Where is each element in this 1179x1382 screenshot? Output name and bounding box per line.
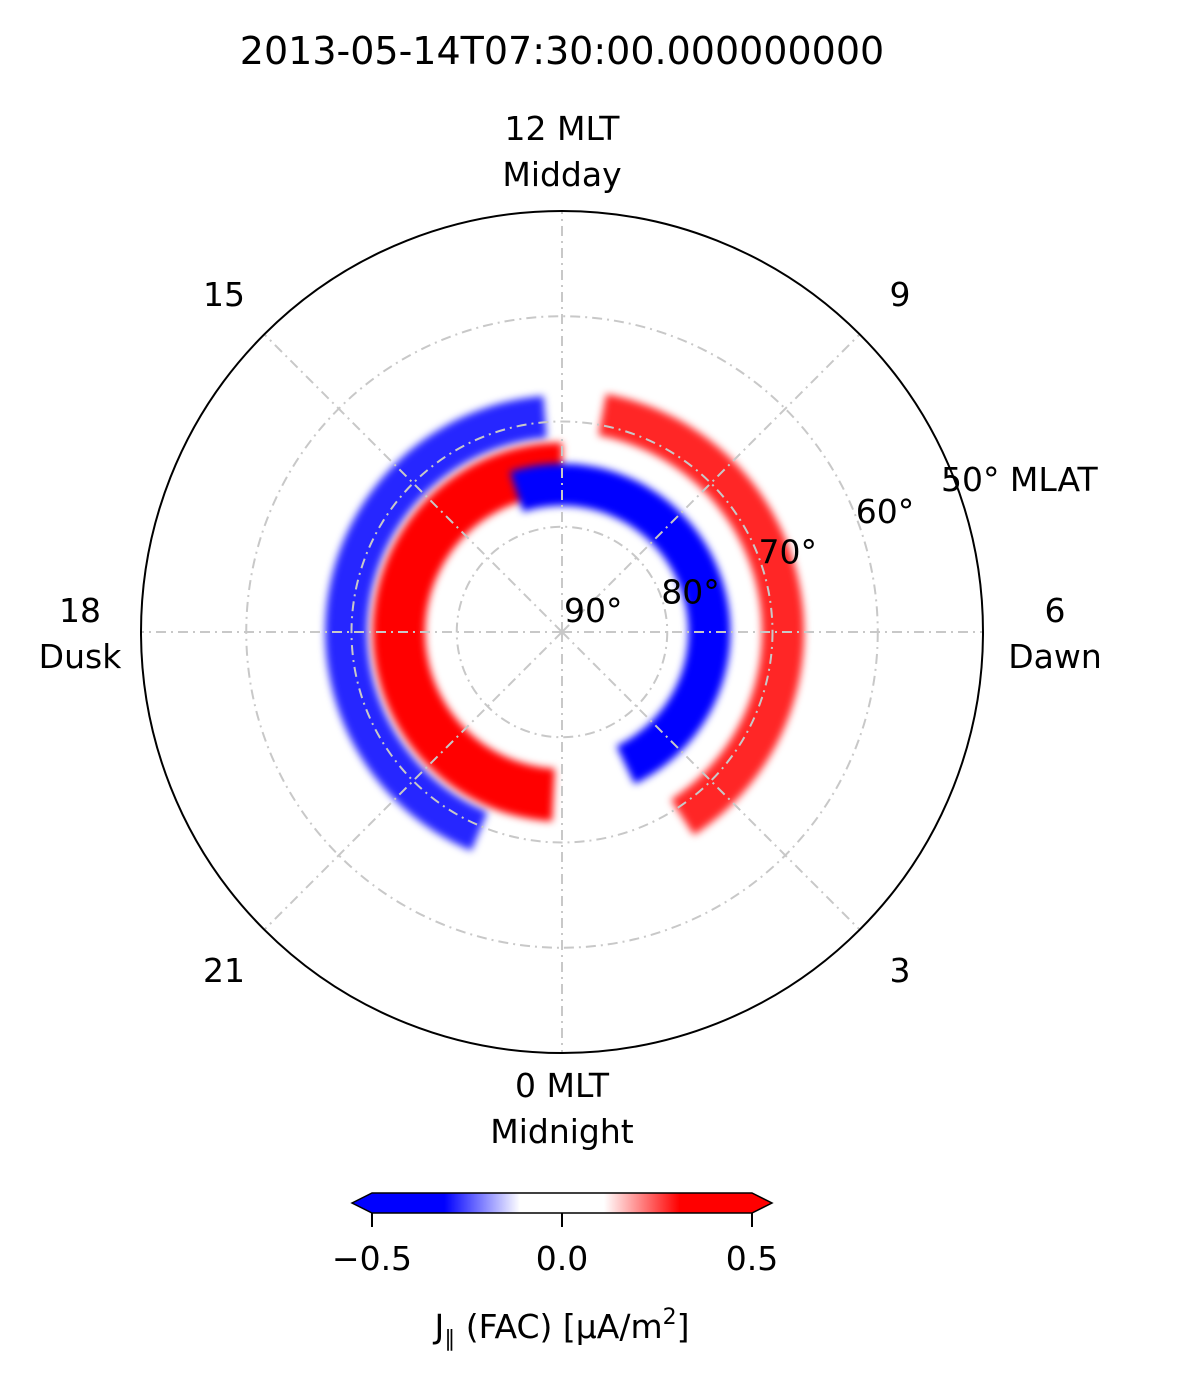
mlt-gridline-9	[561, 333, 861, 633]
mlt-label-15: 15	[203, 275, 245, 314]
mlt-label-3: 3	[889, 951, 910, 990]
polar-grid	[141, 211, 983, 1053]
mlt-label-0: 0 MLT	[515, 1066, 610, 1105]
mlt-label-0-sub: Midnight	[490, 1112, 634, 1151]
mlat-label-50: 50° MLAT	[941, 460, 1099, 499]
mlat-label-60: 60°	[856, 492, 915, 531]
colorbar: −0.5 0.0 0.5 J∥ (FAC) [μA/m2]	[332, 1192, 778, 1352]
mlt-label-6-sub: Dawn	[1008, 637, 1102, 676]
mlt-label-12-sub: Midday	[502, 155, 621, 194]
mlat-label-70: 70°	[758, 532, 817, 571]
mlat-labels: 90° 80° 70° 60° 50° MLAT	[564, 460, 1099, 630]
mlt-label-21: 21	[203, 951, 245, 990]
chart-title: 2013-05-14T07:30:00.000000000	[240, 29, 884, 73]
fac-band-3	[510, 463, 731, 784]
colorbar-tick-label-2: 0.5	[726, 1239, 778, 1278]
mlt-gridline-3	[561, 631, 861, 931]
colorbar-bar	[350, 1192, 774, 1214]
mlat-label-80: 80°	[661, 573, 720, 612]
outer-boundary-circle	[140, 210, 984, 1054]
mlt-gridline-21	[263, 631, 563, 931]
colorbar-tick-label-1: 0.0	[536, 1239, 588, 1278]
fac-band-2	[598, 394, 805, 835]
mlt-label-9: 9	[889, 275, 910, 314]
mlt-label-18-sub: Dusk	[39, 637, 123, 676]
mlt-label-12: 12 MLT	[505, 109, 621, 148]
mlat-gridline-80	[455, 525, 669, 739]
colorbar-label: J∥ (FAC) [μA/m2]	[432, 1305, 689, 1352]
mlt-label-6: 6	[1045, 591, 1066, 630]
colorbar-tick-label-0: −0.5	[332, 1239, 412, 1278]
fac-band-1	[372, 442, 562, 822]
mlt-labels: 12 MLT Midday 9 6 Dawn 3 0 MLT Midnight 21 18 Dusk…	[39, 109, 1102, 1151]
mlt-label-18: 18	[59, 591, 101, 630]
mlt-gridline-15	[263, 333, 563, 633]
mlat-label-90: 90°	[564, 591, 623, 630]
colorbar-ticks: −0.5 0.0 0.5	[332, 1213, 778, 1278]
mlat-gridline-70	[350, 420, 774, 844]
